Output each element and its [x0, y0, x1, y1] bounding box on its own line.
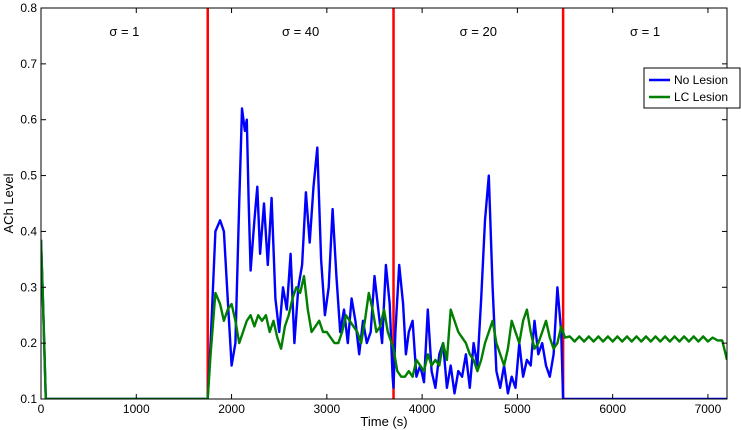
- region-label-2: σ = 40: [282, 24, 319, 39]
- y-tick-label: 0.6: [20, 113, 37, 127]
- region-label-3: σ = 20: [460, 24, 497, 39]
- y-tick-label: 0.8: [20, 1, 37, 15]
- x-tick-label: 4000: [409, 402, 436, 416]
- x-tick-label: 7000: [695, 402, 722, 416]
- x-tick-label: 1000: [123, 402, 150, 416]
- y-tick-label: 0.2: [20, 336, 37, 350]
- y-tick-label: 0.4: [20, 224, 37, 238]
- x-tick-label: 3000: [313, 402, 340, 416]
- x-tick-label: 0: [38, 402, 45, 416]
- series-layer: [41, 107, 727, 399]
- region-label-1: σ = 1: [109, 24, 139, 39]
- y-axis-label: ACh Level: [1, 173, 16, 233]
- legend: No Lesion LC Lesion: [643, 67, 741, 109]
- series-line-lc-lesion: [41, 239, 727, 399]
- region-labels: σ = 1 σ = 40 σ = 20 σ = 1: [109, 24, 660, 39]
- x-tick-label: 2000: [218, 402, 245, 416]
- y-tick-label: 0.7: [20, 57, 37, 71]
- plot-frame: [40, 7, 728, 400]
- x-axis-label: Time (s): [360, 414, 407, 429]
- y-tick-label: 0.3: [20, 280, 37, 294]
- y-tick-label: 0.5: [20, 169, 37, 183]
- y-tick-label: 0.1: [20, 392, 37, 406]
- series-line-no-lesion: [41, 107, 727, 399]
- legend-box: [643, 67, 741, 109]
- legend-label: No Lesion: [674, 73, 728, 87]
- axis-ticks: 0 1000 2000 3000 4000 5000 6000 7000 0.1 0.2 0.3 0.…: [20, 1, 727, 416]
- x-tick-label: 6000: [599, 402, 626, 416]
- x-tick-label: 5000: [504, 402, 531, 416]
- legend-label: LC Lesion: [674, 90, 728, 104]
- region-label-4: σ = 1: [630, 24, 660, 39]
